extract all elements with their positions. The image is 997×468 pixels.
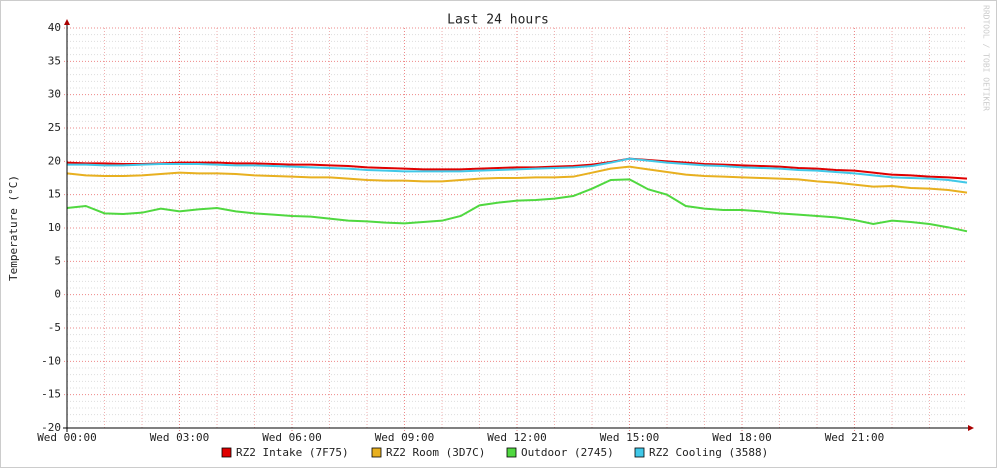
y-tick-label: 35 <box>48 54 61 67</box>
grid <box>64 27 967 431</box>
legend-swatch <box>506 447 517 458</box>
legend: RZ2 Intake (7F75) RZ2 Room (3D7C) Outdoor … <box>221 446 768 459</box>
x-tick-label: Wed 18:00 <box>712 431 772 444</box>
x-tick-label: Wed 03:00 <box>150 431 210 444</box>
legend-swatch <box>371 447 382 458</box>
y-tick-label: -20 <box>41 421 61 434</box>
legend-label: Outdoor (2745) <box>521 446 614 459</box>
legend-label: RZ2 Cooling (3588) <box>649 446 768 459</box>
y-tick-label: 15 <box>48 188 61 201</box>
legend-swatch <box>221 447 232 458</box>
y-tick-label: -10 <box>41 354 61 367</box>
y-tick-label: 30 <box>48 88 61 101</box>
series-line <box>66 157 968 180</box>
x-tick-label: Wed 12:00 <box>487 431 547 444</box>
x-tick-label: Wed 09:00 <box>375 431 435 444</box>
y-tick-label: 20 <box>48 154 61 167</box>
x-tick-label: Wed 00:00 <box>37 431 97 444</box>
x-tick-label: Wed 06:00 <box>262 431 322 444</box>
axes <box>63 19 974 432</box>
legend-label: RZ2 Intake (7F75) <box>236 446 349 459</box>
y-axis-label: Temperature (°C) <box>7 175 20 281</box>
y-tick-label: -5 <box>48 321 61 334</box>
y-arrow <box>64 19 70 25</box>
series-line <box>66 178 968 233</box>
x-tick-label: Wed 21:00 <box>825 431 885 444</box>
lines <box>66 157 968 233</box>
series-line <box>67 157 968 184</box>
x-arrow <box>968 425 974 431</box>
y-tick-label: 40 <box>48 21 61 34</box>
y-tick-label: -15 <box>41 388 61 401</box>
legend-label: RZ2 Room (3D7C) <box>386 446 485 459</box>
chart-title: Last 24 hours <box>447 13 549 28</box>
x-tick-label: Wed 15:00 <box>600 431 660 444</box>
y-tick-label: 10 <box>48 221 61 234</box>
y-tick-label: 25 <box>48 121 61 134</box>
legend-swatch <box>634 447 645 458</box>
watermark: RRDTOOL / TOBI OETIKER <box>982 5 991 111</box>
y-tick-label: 0 <box>54 288 61 301</box>
series-line <box>66 165 968 194</box>
y-tick-label: 5 <box>54 254 61 267</box>
